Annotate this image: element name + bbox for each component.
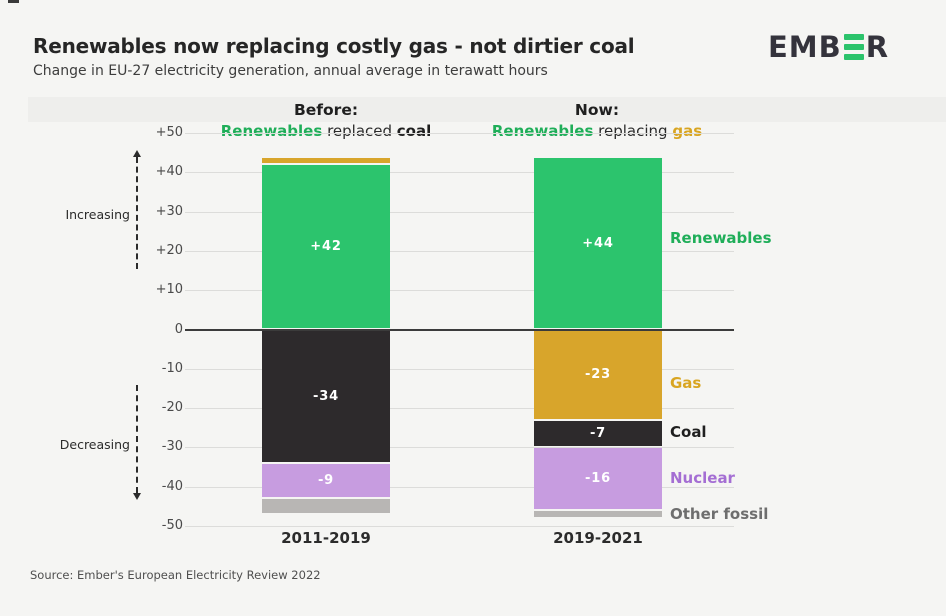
now-title: Now: [574,101,620,119]
bar-segment-nuclear-2011-2019: -9 [262,464,390,498]
bar-value-label: +44 [582,235,614,251]
bar-value-label: -34 [313,388,339,404]
column-header-before: Before: Renewables replaced coal [176,101,476,140]
gridline [185,486,734,488]
before-title: Before: [293,101,359,119]
y-tick-label: +20 [155,242,183,258]
logo-e-bars-icon [843,34,864,60]
now-gas-word: gas [672,122,703,140]
page-subtitle: Change in EU-27 electricity generation, … [33,63,548,79]
page-title: Renewables now replacing costly gas - no… [33,34,635,58]
y-tick-label: +50 [155,125,183,140]
now-replacing-word: replacing [593,122,673,140]
before-replaced-word: replaced [322,122,397,140]
gridline [185,172,734,174]
now-subtitle: Renewables replacing gas [447,122,747,140]
bar-segment-gas-2011-2019 [262,157,390,164]
bar-value-label: -9 [317,473,335,489]
column-header-now: Now: Renewables replacing gas [447,101,747,140]
bar-segment-coal-2011-2019: -34 [262,330,390,463]
corner-mark [8,0,19,3]
decreasing-label: Decreasing [59,437,130,452]
x-category-2011-2019: 2011-2019 [281,529,371,547]
y-tick-label: 0 [174,321,183,337]
bar-segment-other-fossil-2019-2021 [534,511,662,518]
ember-logo: EMB R [768,30,889,64]
source-note: Source: Ember's European Electricity Rev… [30,568,321,582]
legend-label-coal: Coal [670,423,707,441]
bar-segment-nuclear-2019-2021: -16 [534,448,662,510]
increasing-arrow-icon [133,150,141,269]
legend-label-gas: Gas [670,374,702,392]
bar-value-label: +42 [310,239,342,255]
bar-segment-renewables-2011-2019: +42 [262,165,390,329]
bar-value-label: -23 [585,367,611,383]
y-tick-label: +10 [155,282,183,298]
gridline [185,250,734,252]
y-tick-label: -40 [161,478,183,494]
gridline [185,408,734,410]
y-tick-label: -10 [161,360,183,376]
now-renewables-word: Renewables [491,122,594,140]
bar-segment-renewables-2019-2021: +44 [534,157,662,329]
y-tick-label: +40 [155,164,183,180]
logo-text-right: R [865,30,890,64]
before-subtitle: Renewables replaced coal [176,122,476,140]
legend-label-other-fossil: Other fossil [670,505,769,523]
logo-text-left: EMB [768,30,842,64]
y-tick-label: +30 [155,203,183,219]
decreasing-arrow-icon [133,385,141,500]
zero-axis-line [185,328,734,331]
gridline [185,368,734,370]
bar-value-label: -7 [589,426,607,442]
y-tick-label: -30 [161,439,183,455]
bar-segment-gas-2019-2021: -23 [534,330,662,419]
gridline [185,447,734,449]
y-tick-label: -50 [161,518,183,533]
gridline [185,211,734,213]
gridline [185,526,734,527]
gridline [185,290,734,292]
x-category-2019-2021: 2019-2021 [553,529,643,547]
header-band [28,97,946,122]
before-coal-word: coal [396,122,432,140]
y-tick-label: -20 [161,400,183,416]
legend-label-nuclear: Nuclear [670,469,735,487]
bar-segment-other-fossil-2011-2019 [262,499,390,514]
bar-segment-coal-2019-2021: -7 [534,420,662,447]
bar-value-label: -16 [585,471,611,487]
before-renewables-word: Renewables [220,122,323,140]
legend-label-renewables: Renewables [670,229,772,247]
increasing-label: Increasing [65,207,130,222]
gridline [185,133,734,134]
